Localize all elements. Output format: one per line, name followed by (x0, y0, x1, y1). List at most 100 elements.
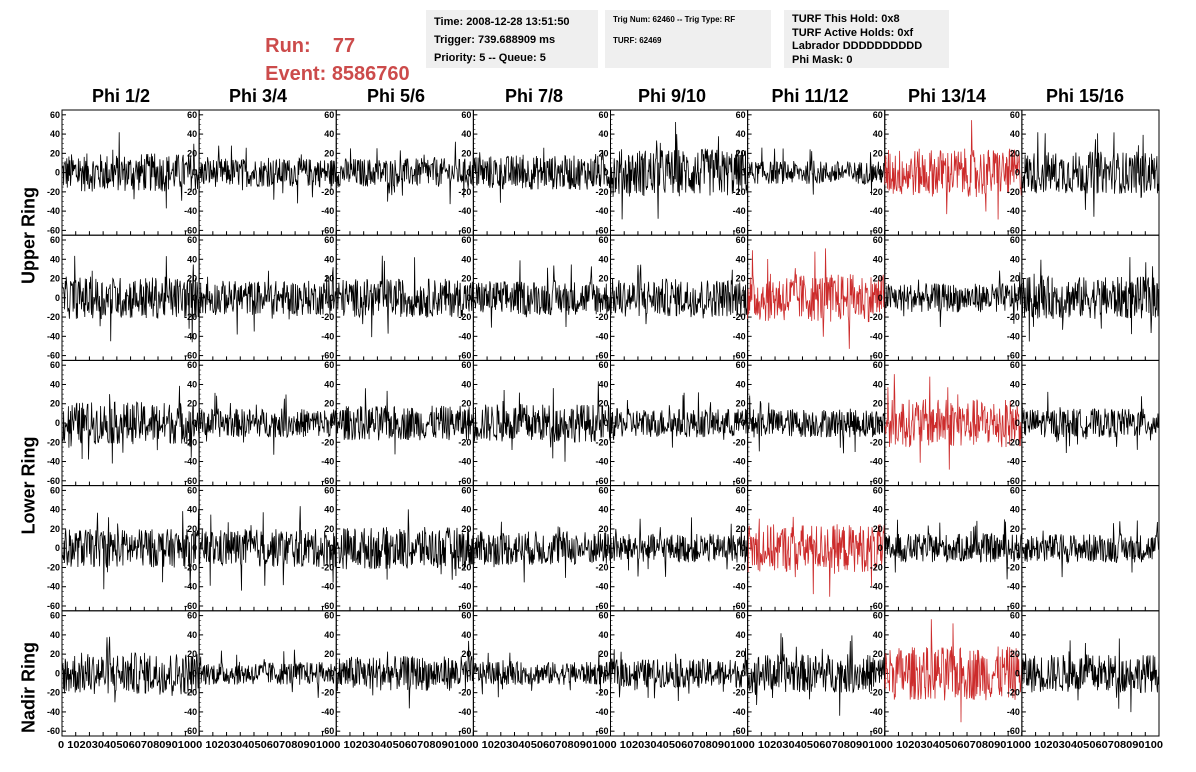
y-tick-label: 0 (741, 418, 746, 428)
turf-info-box: TURF This Hold: 0x8 TURF Active Holds: 0… (784, 10, 949, 68)
y-tick-label: -60 (184, 225, 197, 235)
y-tick-label: -60 (184, 601, 197, 611)
y-tick-label: 60 (324, 611, 334, 621)
y-tick-label: -60 (1007, 225, 1020, 235)
y-tick-label: -20 (1007, 688, 1020, 698)
y-tick-label: 60 (324, 235, 334, 245)
column-header: Phi 5/6 (366, 86, 426, 106)
y-tick-label: 20 (873, 274, 883, 284)
y-tick-label: -20 (870, 437, 883, 447)
y-tick-label: 60 (187, 110, 197, 120)
y-tick-label: -40 (1007, 206, 1020, 216)
y-tick-label: 60 (50, 110, 60, 120)
y-tick-label: 20 (598, 649, 608, 659)
run-label: Run: 77 (254, 12, 355, 58)
y-tick-label: -40 (321, 457, 334, 467)
column-header: Phi 13/14 (907, 86, 987, 106)
y-tick-label: 60 (1010, 485, 1020, 495)
y-tick-label: -40 (1007, 331, 1020, 341)
y-tick-label: 0 (55, 293, 60, 303)
turf-active-holds: TURF Active Holds: 0xf (792, 26, 914, 39)
y-tick-label: -60 (870, 601, 883, 611)
y-tick-label: 60 (324, 360, 334, 370)
y-tick-label: 0 (466, 668, 471, 678)
waveform-trace (610, 392, 748, 448)
y-tick-label: 40 (736, 254, 746, 264)
y-tick-label: 60 (873, 235, 883, 245)
waveform-trace (884, 619, 1023, 723)
y-tick-label: -20 (184, 562, 197, 572)
y-tick-label: -20 (184, 437, 197, 447)
y-tick-label: 20 (461, 399, 471, 409)
y-tick-label: 0 (741, 293, 746, 303)
y-tick-label: 60 (873, 611, 883, 621)
y-tick-label: 0 (1015, 418, 1020, 428)
y-tick-label: 40 (736, 129, 746, 139)
y-tick-label: -60 (47, 476, 60, 486)
waveform-trace (61, 508, 200, 590)
y-tick-label: 40 (187, 630, 197, 640)
y-tick-label: -20 (595, 437, 608, 447)
y-tick-label: -40 (184, 582, 197, 592)
waveform-trace (610, 121, 748, 220)
y-tick-label: -40 (47, 457, 60, 467)
y-tick-label: 0 (466, 168, 471, 178)
y-tick-label: 20 (873, 399, 883, 409)
y-tick-label: 20 (187, 148, 197, 158)
y-tick-label: -20 (321, 562, 334, 572)
y-tick-label: 0 (1015, 668, 1020, 678)
waveform-trace (1021, 132, 1160, 217)
y-tick-label: 60 (324, 485, 334, 495)
y-tick-label: 40 (324, 630, 334, 640)
priority-text: Priority: 5 -- Queue: 5 (434, 52, 546, 64)
y-tick-label: 20 (50, 524, 60, 534)
y-tick-label: 0 (878, 668, 883, 678)
y-tick-label: 0 (878, 418, 883, 428)
y-tick-label: 20 (324, 399, 334, 409)
y-tick-label: 20 (461, 649, 471, 659)
y-tick-label: 40 (324, 254, 334, 264)
y-tick-label: 20 (324, 148, 334, 158)
y-tick-label: 20 (1010, 399, 1020, 409)
y-tick-label: 20 (598, 524, 608, 534)
y-tick-label: 40 (598, 379, 608, 389)
y-tick-label: -60 (1007, 726, 1020, 736)
turf-text: TURF: 62469 (613, 36, 662, 45)
y-tick-label: -40 (184, 206, 197, 216)
x-axis-tick-labels: 0 1020304050607080901000 102030405060708… (58, 740, 1163, 751)
y-tick-label: 60 (461, 235, 471, 245)
event-value: 8586760 (331, 63, 410, 85)
y-tick-label: 60 (873, 110, 883, 120)
y-tick-label: -40 (870, 331, 883, 341)
y-tick-label: -20 (321, 312, 334, 322)
y-tick-label: 20 (736, 148, 746, 158)
waveform-trace (884, 270, 1023, 328)
y-tick-label: 40 (736, 630, 746, 640)
y-tick-label: -40 (595, 582, 608, 592)
y-tick-label: 60 (461, 485, 471, 495)
y-tick-label: 60 (1010, 611, 1020, 621)
y-tick-label: 40 (461, 379, 471, 389)
y-tick-label: 60 (736, 485, 746, 495)
y-tick-label: 60 (461, 611, 471, 621)
waveform-trace (884, 120, 1023, 220)
y-tick-label: 60 (873, 360, 883, 370)
run-value: 77 (332, 35, 356, 57)
y-tick-label: -60 (733, 601, 746, 611)
y-tick-label: -40 (733, 331, 746, 341)
y-tick-label: -20 (321, 688, 334, 698)
y-tick-label: 0 (603, 168, 608, 178)
waveform-trace (747, 147, 886, 196)
waveform-trace (61, 636, 200, 703)
y-tick-label: 40 (1010, 254, 1020, 264)
y-tick-label: 20 (461, 148, 471, 158)
waveform-trace (61, 132, 200, 209)
y-tick-label: 60 (1010, 360, 1020, 370)
y-tick-label: -60 (595, 476, 608, 486)
y-tick-label: 40 (873, 129, 883, 139)
y-tick-label: 0 (603, 293, 608, 303)
waveform-trace (610, 264, 748, 325)
y-tick-label: -20 (595, 688, 608, 698)
y-tick-label: -60 (184, 351, 197, 361)
y-tick-label: -20 (870, 312, 883, 322)
